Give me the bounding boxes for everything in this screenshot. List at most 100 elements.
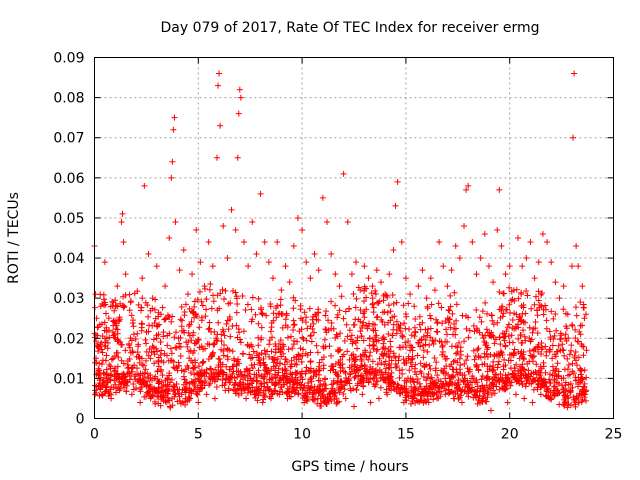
data-point <box>485 263 492 270</box>
data-point <box>259 399 266 406</box>
data-point <box>176 340 183 347</box>
data-point <box>101 299 108 306</box>
data-point <box>99 333 106 340</box>
data-point <box>167 404 174 411</box>
data-point <box>428 301 435 308</box>
data-point <box>417 368 424 375</box>
data-point <box>205 239 212 246</box>
data-point <box>531 353 538 360</box>
data-point <box>413 371 420 378</box>
data-point <box>218 367 225 374</box>
data-point <box>123 382 130 389</box>
data-point <box>357 376 364 383</box>
data-point <box>112 389 119 396</box>
data-point <box>108 356 115 363</box>
data-point <box>455 395 462 402</box>
data-point <box>115 354 122 361</box>
data-point <box>515 295 522 302</box>
data-point <box>98 346 105 353</box>
data-point <box>566 371 573 378</box>
data-point <box>157 366 164 373</box>
data-point <box>180 247 187 254</box>
data-point <box>341 386 348 393</box>
data-point <box>562 382 569 389</box>
data-point <box>140 362 147 369</box>
data-point <box>321 375 328 382</box>
data-point <box>206 319 213 326</box>
data-point <box>330 325 337 332</box>
data-point <box>391 313 398 320</box>
data-point <box>420 393 427 400</box>
data-point <box>310 396 317 403</box>
data-point <box>421 363 428 370</box>
data-point <box>452 380 459 387</box>
data-point <box>452 243 459 250</box>
data-point <box>385 302 392 309</box>
data-point <box>515 235 522 241</box>
data-point <box>312 389 319 396</box>
data-point <box>229 348 236 355</box>
data-point <box>121 303 128 310</box>
data-point <box>411 333 418 340</box>
data-point <box>138 304 145 311</box>
data-point <box>234 301 241 308</box>
data-point <box>310 320 317 327</box>
data-point <box>330 363 337 370</box>
data-point <box>518 289 525 296</box>
y-tick-label: 0.08 <box>53 91 84 107</box>
data-point <box>579 396 586 403</box>
data-point <box>255 295 262 302</box>
data-point <box>559 346 566 353</box>
data-point <box>248 306 255 313</box>
data-point <box>373 267 380 274</box>
data-point <box>124 365 131 372</box>
data-point <box>284 334 291 341</box>
data-point <box>439 383 446 390</box>
data-point <box>374 299 381 306</box>
data-point <box>290 305 297 312</box>
data-point <box>569 321 576 328</box>
data-point <box>370 375 377 382</box>
data-point <box>569 384 576 391</box>
data-point <box>450 389 457 396</box>
data-point <box>298 368 305 375</box>
data-point <box>400 302 407 309</box>
data-point <box>334 333 341 340</box>
data-point <box>477 255 484 262</box>
data-point <box>355 367 362 374</box>
data-point <box>213 376 220 383</box>
data-point <box>530 386 537 393</box>
data-point <box>446 307 453 314</box>
data-point <box>456 366 463 373</box>
data-point <box>236 385 243 392</box>
data-point <box>252 311 259 318</box>
data-point <box>358 357 365 364</box>
data-point <box>499 352 506 359</box>
data-point <box>347 385 354 392</box>
data-point <box>434 319 441 326</box>
data-point <box>330 380 337 387</box>
data-point <box>149 295 156 302</box>
data-point <box>577 331 584 338</box>
data-point <box>112 367 119 374</box>
data-point <box>354 380 361 387</box>
data-point <box>474 387 481 394</box>
data-point <box>435 300 442 307</box>
data-point <box>211 395 218 402</box>
data-point <box>181 308 188 315</box>
data-point <box>187 369 194 376</box>
data-point <box>164 390 171 397</box>
data-point <box>321 336 328 343</box>
data-point <box>397 344 404 351</box>
data-point <box>351 403 357 410</box>
data-point <box>191 314 198 321</box>
data-point <box>427 315 434 322</box>
data-point <box>205 355 212 362</box>
data-point <box>374 378 381 385</box>
data-point <box>151 360 158 367</box>
data-point <box>208 305 215 312</box>
data-point <box>291 321 298 328</box>
data-point <box>315 309 322 316</box>
data-point <box>494 226 501 233</box>
data-point <box>168 376 175 383</box>
